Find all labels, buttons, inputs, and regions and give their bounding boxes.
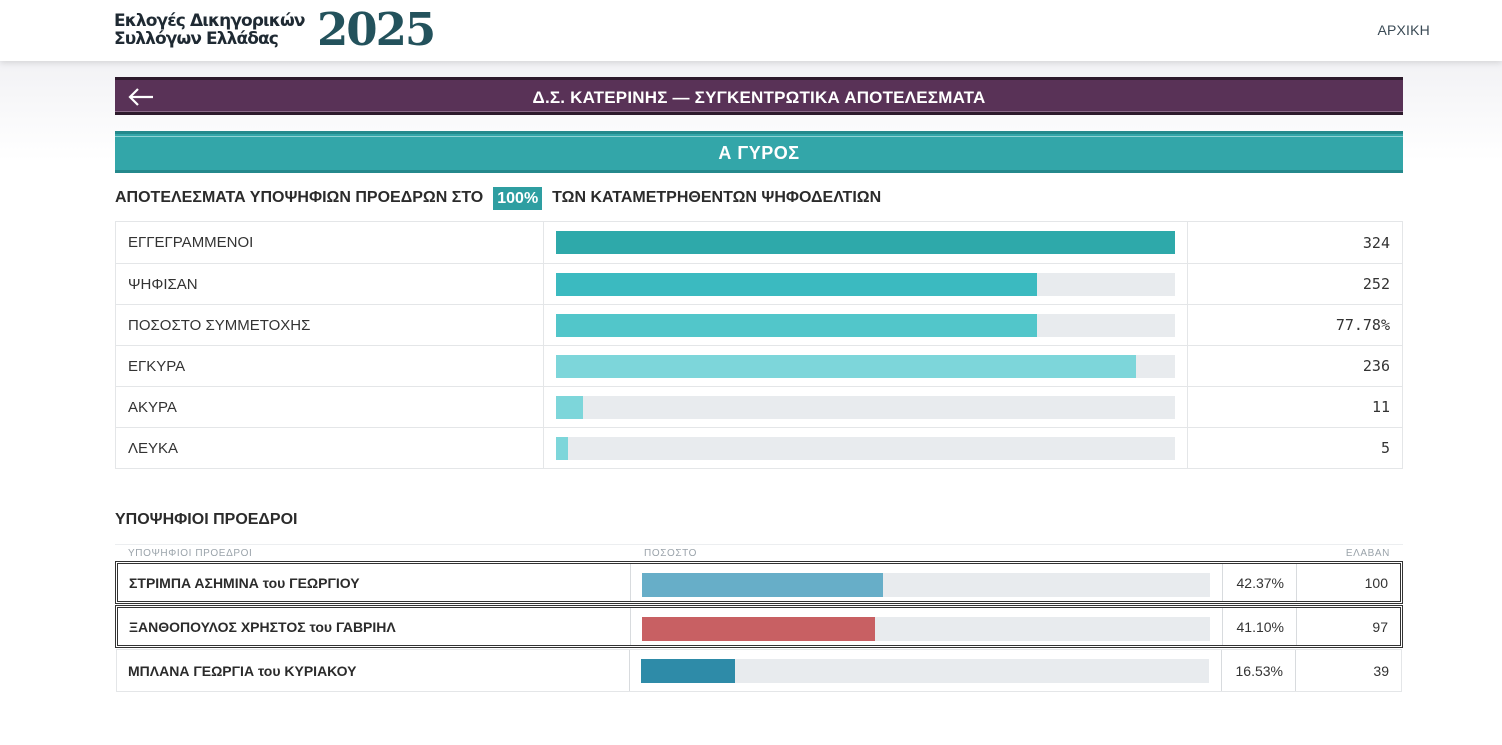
- stat-bar-fill: [556, 396, 584, 419]
- stat-bar-track: [556, 355, 1175, 378]
- stat-label: ΛΕΥΚΑ: [116, 428, 544, 468]
- col-header-name: ΥΠΟΨΗΦΙΟΙ ΠΡΟΕΔΡΟΙ: [128, 548, 253, 559]
- round-label: Α ΓΥΡΟΣ: [718, 143, 800, 163]
- title-bar: Δ.Σ. ΚΑΤΕΡΙΝΗΣ — ΣΥΓΚΕΝΤΡΩΤΙΚΑ ΑΠΟΤΕΛΕΣΜ…: [115, 77, 1403, 115]
- stat-bar-fill: [556, 355, 1136, 378]
- candidate-bar-cell: [631, 564, 1223, 601]
- candidate-percent: 42.37%: [1223, 564, 1297, 601]
- stat-bar-cell: [544, 222, 1188, 263]
- stat-value: 77.78%: [1335, 316, 1390, 334]
- stat-bar-cell: [544, 305, 1188, 345]
- counted-percent-badge: 100%: [493, 186, 543, 210]
- stat-bar-cell: [544, 387, 1188, 427]
- stat-value: 5: [1380, 439, 1390, 457]
- candidates-section-title: ΥΠΟΨΗΦΙΟΙ ΠΡΟΕΔΡΟΙ: [115, 511, 298, 528]
- candidate-row[interactable]: ΜΠΛΑΝΑ ΓΕΩΡΓΙΑ του ΚΥΡΙΑΚΟΥ 16.53% 39: [116, 649, 1402, 692]
- candidates-table-header: ΥΠΟΨΗΦΙΟΙ ΠΡΟΕΔΡΟΙ ΠΟΣΟΣΤΟ ΕΛΑΒΑΝ: [115, 544, 1403, 561]
- candidate-name: ΣΤΡΙΜΠΑ ΑΣΗΜΙΝΑ του ΓΕΩΡΓΙΟΥ: [118, 564, 631, 601]
- candidate-bar-track: [641, 659, 1209, 683]
- stat-label: ΨΗΦΙΣΑΝ: [116, 264, 544, 304]
- col-header-votes: ΕΛΑΒΑΝ: [1345, 548, 1390, 559]
- stat-row: ΕΓΓΕΓΡΑΜΜΕΝΟΙ 324: [116, 222, 1402, 263]
- stat-row: ΛΕΥΚΑ 5: [116, 427, 1402, 468]
- stat-value: 324: [1362, 233, 1390, 252]
- stat-row: ΑΚΥΡΑ 11: [116, 386, 1402, 427]
- candidate-bar-fill: [642, 617, 876, 641]
- round-header-line: [115, 136, 1403, 137]
- candidate-name: ΞΑΝΘΟΠΟΥΛΟΣ ΧΡΗΣΤΟΣ του ΓΑΒΡΙΗΛ: [118, 608, 631, 645]
- stat-bar-fill: [556, 231, 1175, 254]
- turnout-stats-table: ΕΓΓΕΓΡΑΜΜΕΝΟΙ 324 ΨΗΦΙΣΑΝ 252 ΠΟΣΟΣΤΟ ΣΥΜΜΕΤ…: [115, 221, 1403, 469]
- headline-after: ΤΩΝ ΚΑΤΑΜΕΤΡΗΘΕΝΤΩΝ ΨΗΦΟΔΕΛΤΙΩΝ: [552, 189, 882, 206]
- candidate-bar-cell: [631, 608, 1223, 645]
- stat-value: 11: [1371, 398, 1390, 416]
- stat-value: 252: [1362, 275, 1390, 293]
- stat-bar-track: [556, 231, 1175, 254]
- candidate-votes: 39: [1373, 662, 1389, 679]
- stat-row: ΕΓΚΥΡΑ 236: [116, 345, 1402, 386]
- candidates-table: ΣΤΡΙΜΠΑ ΑΣΗΜΙΝΑ του ΓΕΩΡΓΙΟΥ 42.37% 100 ΞΑΝ…: [115, 561, 1403, 692]
- logo-line-1: Εκλογές Δικηγορικών: [114, 11, 305, 31]
- stat-label: ΠΟΣΟΣΤΟ ΣΥΜΜΕΤΟΧΗΣ: [116, 305, 544, 345]
- stat-row: ΠΟΣΟΣΤΟ ΣΥΜΜΕΤΟΧΗΣ 77.78%: [116, 304, 1402, 345]
- stat-row: ΨΗΦΙΣΑΝ 252: [116, 263, 1402, 304]
- stat-bar-cell: [544, 346, 1188, 386]
- candidate-percent: 41.10%: [1223, 608, 1297, 645]
- col-header-percent: ΠΟΣΟΣΤΟ: [644, 548, 698, 559]
- stat-bar-track: [556, 273, 1175, 296]
- site-header: Εκλογές Δικηγορικών Συλλόγων Ελλάδας 202…: [0, 0, 1502, 61]
- stat-label: ΕΓΓΕΓΡΑΜΜΕΝΟΙ: [116, 222, 544, 263]
- candidate-votes: 100: [1364, 574, 1388, 591]
- stat-bar-track: [556, 314, 1175, 337]
- stat-bar-track: [556, 396, 1175, 419]
- nav-home-link[interactable]: ΑΡΧΙΚΗ: [1377, 22, 1430, 38]
- results-headline: ΑΠΟΤΕΛΕΣΜΑΤΑ ΥΠΟΨΗΦΙΩΝ ΠΡΟΕΔΡΩΝ ΣΤΟ 100%…: [115, 186, 881, 210]
- stat-label: ΑΚΥΡΑ: [116, 387, 544, 427]
- candidate-percent: 16.53%: [1222, 650, 1296, 691]
- site-logo-text[interactable]: Εκλογές Δικηγορικών Συλλόγων Ελλάδας: [114, 12, 314, 48]
- logo-year[interactable]: 2025: [317, 3, 436, 56]
- candidate-votes: 97: [1372, 618, 1388, 635]
- candidate-bar-track: [642, 573, 1210, 597]
- stat-bar-fill: [556, 437, 569, 460]
- stat-bar-cell: [544, 428, 1188, 468]
- candidate-row[interactable]: ΣΤΡΙΜΠΑ ΑΣΗΜΙΝΑ του ΓΕΩΡΓΙΟΥ 42.37% 100: [115, 561, 1403, 604]
- stat-bar-fill: [556, 273, 1038, 296]
- title-bar-inner: [115, 80, 1403, 112]
- logo-line-2: Συλλόγων Ελλάδας: [114, 29, 279, 49]
- headline-before: ΑΠΟΤΕΛΕΣΜΑΤΑ ΥΠΟΨΗΦΙΩΝ ΠΡΟΕΔΡΩΝ ΣΤΟ: [115, 189, 484, 206]
- stat-bar-cell: [544, 264, 1188, 304]
- candidate-bar-track: [642, 617, 1210, 641]
- stat-bar-fill: [556, 314, 1038, 337]
- candidate-bar-fill: [641, 659, 735, 683]
- arrow-left-icon[interactable]: [127, 85, 155, 109]
- candidate-bar-fill: [642, 573, 883, 597]
- round-header: Α ΓΥΡΟΣ: [115, 131, 1403, 173]
- candidate-name: ΜΠΛΑΝΑ ΓΕΩΡΓΙΑ του ΚΥΡΙΑΚΟΥ: [117, 650, 630, 691]
- stat-bar-track: [556, 437, 1175, 460]
- page-title: Δ.Σ. ΚΑΤΕΡΙΝΗΣ — ΣΥΓΚΕΝΤΡΩΤΙΚΑ ΑΠΟΤΕΛΕΣΜ…: [532, 88, 986, 107]
- stat-value: 236: [1362, 357, 1390, 375]
- candidate-bar-cell: [630, 650, 1222, 691]
- candidate-row[interactable]: ΞΑΝΘΟΠΟΥΛΟΣ ΧΡΗΣΤΟΣ του ΓΑΒΡΙΗΛ 41.10% 97: [115, 605, 1403, 648]
- stat-label: ΕΓΚΥΡΑ: [116, 346, 544, 386]
